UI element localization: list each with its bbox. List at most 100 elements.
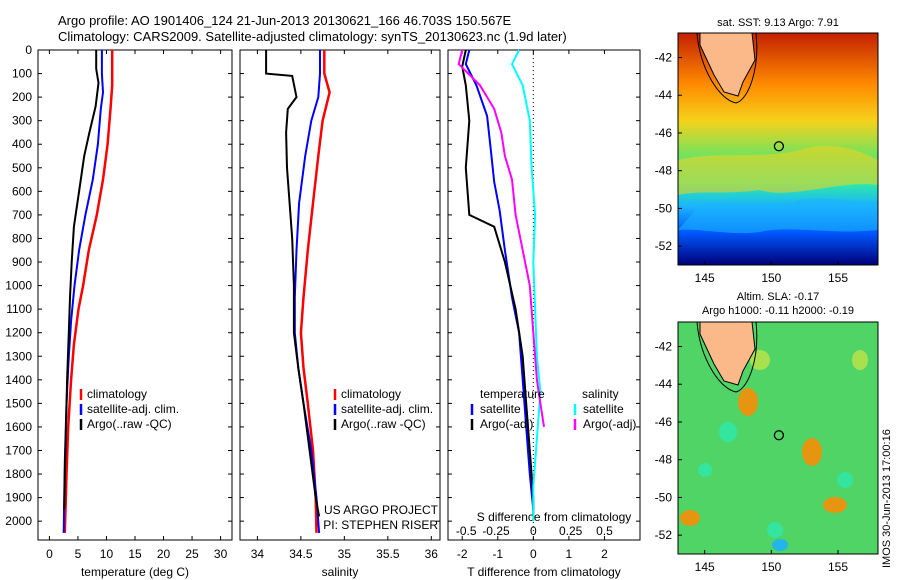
panel-difference: -2 -1 0 1 2 T difference from climatology -0.5…: [447, 49, 641, 579]
lat-tick-label: -44: [655, 377, 673, 391]
s-diff-tick-label: 0.25: [559, 524, 583, 538]
s-diff-tick-label: 0: [530, 524, 537, 538]
s-diff-tick-label: -0.25: [482, 524, 510, 538]
x-tick-label: 0: [530, 547, 537, 561]
x-tick-label: 35.5: [376, 547, 400, 561]
lon-tick-label: 150: [761, 271, 781, 285]
y-tick-label: 100: [12, 67, 32, 81]
x-tick-label: 1: [566, 547, 573, 561]
sst-map-title: sat. SST: 9.13 Argo: 7.91: [717, 17, 839, 29]
argo-position-marker: [773, 141, 785, 152]
sst-map-field: [678, 33, 878, 265]
legend-label: Argo(-adj): [583, 417, 636, 431]
lon-tick-label: 145: [695, 560, 715, 574]
series-line-1: [461, 49, 535, 517]
series-line-0: [299, 50, 331, 533]
sla-anomaly: [680, 510, 700, 526]
x-tick-label: 20: [157, 547, 171, 561]
lat-tick-label: -46: [655, 126, 673, 140]
legend-label: satellite: [583, 402, 624, 416]
y-tick-label: 1600: [5, 420, 32, 434]
sla-anomaly: [698, 463, 712, 477]
lat-tick-label: -48: [655, 164, 673, 178]
bathymetry-contour: [696, 322, 758, 393]
legend-label: satellite-adj. clim.: [87, 402, 179, 416]
y-tick-label: 200: [12, 90, 32, 104]
series-line-0: [63, 50, 114, 533]
sla-field: [678, 322, 878, 554]
s-diff-tick-label: -0.5: [456, 524, 477, 538]
y-tick-label: 1800: [5, 467, 32, 481]
x-axis-label: T difference from climatology: [467, 565, 621, 579]
y-tick-label: 900: [12, 255, 32, 269]
x-tick-label: 34.5: [289, 547, 313, 561]
legend-title-salinity: salinity: [582, 387, 619, 401]
lat-tick-label: -42: [655, 340, 673, 354]
y-tick-label: 1000: [5, 279, 32, 293]
panel-salinity: 34 34.5 35 35.5 36 salinity climatologysatelli…: [239, 49, 441, 579]
y-tick-label: 1100: [6, 302, 32, 316]
sla-map: -42 -44 -46 -48 -50 -52 145 150 155 Altim. SLA: -…: [655, 291, 879, 574]
sst-map: -42 -44 -46 -48 -50 -52 145 150 155 sat. SST: 9.1…: [655, 17, 879, 285]
sla-map-frame: [677, 321, 879, 555]
legend-label: satellite: [480, 402, 521, 416]
y-tick-label: 1700: [5, 443, 32, 457]
sla-anomaly: [772, 539, 788, 551]
lat-tick-label: -50: [655, 490, 673, 504]
credit-line-2: PI: STEPHEN RISER: [323, 518, 438, 532]
x-tick-label: -2: [457, 547, 468, 561]
x-tick-label: 0: [46, 547, 53, 561]
tasmania-land: [699, 33, 756, 97]
x-tick-label: 34: [251, 547, 265, 561]
warm-patch: [678, 145, 878, 195]
lat-tick-label: -52: [655, 528, 673, 542]
sla-anomaly: [719, 422, 737, 442]
argo-position-marker: [773, 430, 785, 441]
series-line-3: [457, 49, 545, 428]
x-tick-label: 30: [214, 547, 228, 561]
y-tick-label: 700: [12, 208, 32, 222]
legend-label: climatology: [87, 387, 147, 401]
x-tick-label: 2: [601, 547, 608, 561]
x-axis-label: salinity: [322, 565, 359, 579]
s-diff-tick-label: 0.5: [596, 524, 613, 538]
y-tick-label: 1200: [5, 326, 32, 340]
credit-line-1: US ARGO PROJECT: [324, 503, 439, 517]
x-tick-label: 5: [75, 547, 82, 561]
salinity-frame: [239, 49, 441, 541]
lat-tick-label: -44: [655, 88, 673, 102]
x-axis-label: temperature (deg C): [81, 565, 189, 579]
cool-patch: [678, 198, 878, 234]
sla-map-field: [678, 322, 878, 554]
x-tick-label: 15: [128, 547, 142, 561]
series-line-2: [510, 49, 542, 522]
series-line-2: [63, 50, 100, 510]
lat-tick-label: -52: [655, 239, 673, 253]
x-tick-label: 25: [185, 547, 199, 561]
sla-anomaly: [837, 472, 853, 488]
x-tick-label: 36: [425, 547, 439, 561]
sla-anomaly: [852, 350, 868, 370]
y-tick-label: 2000: [5, 514, 32, 528]
legend-label: Argo(..raw -QC): [87, 417, 172, 431]
lon-tick-label: 145: [695, 271, 715, 285]
bathymetry-contour: [696, 33, 758, 104]
difference-frame: [447, 49, 641, 541]
panel-temperature: 0100200300400500600700800900100011001200…: [5, 43, 233, 579]
lat-tick-label: -46: [655, 415, 673, 429]
figure-title-line-2: Climatology: CARS2009. Satellite-adjuste…: [58, 29, 567, 44]
lon-tick-label: 155: [828, 271, 848, 285]
y-tick-label: 400: [12, 137, 32, 151]
y-tick-label: 1400: [5, 373, 32, 387]
sla-anomaly: [802, 438, 822, 466]
series-line-2: [265, 50, 321, 517]
s-diff-axis-label: S difference from climatology: [477, 510, 632, 524]
legend-title-temperature: temperature: [480, 387, 545, 401]
lon-tick-label: 155: [828, 560, 848, 574]
sla-anomaly: [823, 497, 847, 513]
figure-title-line-1: Argo profile: AO 1901406_124 21-Jun-2013…: [58, 13, 512, 28]
lat-tick-label: -42: [655, 51, 673, 65]
sla-anomaly: [767, 522, 783, 538]
y-tick-label: 300: [12, 114, 32, 128]
